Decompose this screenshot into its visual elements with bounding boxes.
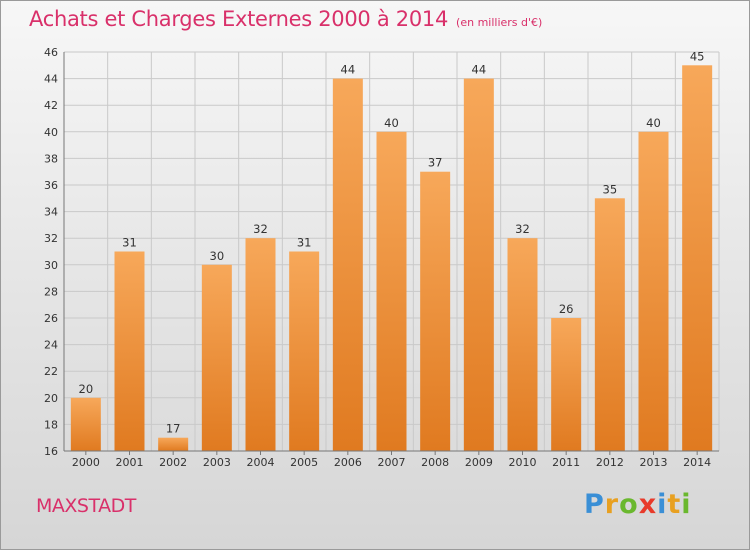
bar-value-label: 32 [515,222,530,236]
bar [507,238,538,451]
bars [70,65,713,452]
x-tick-label: 2002 [159,456,187,469]
chart-title: Achats et Charges Externes 2000 à 2014 (e… [29,7,543,31]
y-tick-label: 26 [44,312,58,325]
bar [594,198,625,451]
bar-value-label: 20 [79,382,94,396]
bar [551,318,582,451]
y-tick-label: 24 [44,339,58,352]
y-tick-label: 42 [44,99,58,112]
y-tick-label: 38 [44,152,58,165]
y-tick-label: 30 [44,259,58,272]
bar [70,397,101,451]
bar-value-label: 40 [646,116,661,130]
bar-value-label: 45 [690,49,705,63]
bar-value-label: 35 [603,182,618,196]
bar [376,131,407,452]
town-name: MAXSTADT [36,495,136,517]
x-tick-label: 2003 [203,456,231,469]
x-tick-label: 2001 [116,456,144,469]
x-tick-label: 2009 [465,456,493,469]
bar-value-label: 26 [559,302,574,316]
y-tick-label: 32 [44,232,58,245]
x-tick-label: 2012 [596,456,624,469]
chart-subtitle: (en milliers d'€) [456,16,543,29]
bar-value-label: 17 [166,422,181,436]
x-tick-label: 2004 [247,456,275,469]
y-tick-label: 28 [44,285,58,298]
logo-letter: o [619,489,639,520]
x-tick-label: 2008 [421,456,449,469]
bar [158,437,189,451]
bar-value-label: 31 [122,236,137,250]
logo-letter: i [657,489,668,520]
y-tick-label: 34 [44,206,58,219]
bar [332,78,363,451]
logo-letter: i [681,489,692,520]
labels: 16 18 20 22 24 26 28 30 32 34 36 38 40 42 44 46 20 2000 31… [44,46,711,469]
bar-value-label: 40 [384,116,399,130]
bar-value-label: 44 [341,63,356,77]
proxiti-logo: Proxiti [584,489,692,520]
y-tick-label: 22 [44,365,58,378]
bar [420,171,451,451]
bar [638,131,669,452]
logo-letter: r [604,489,620,520]
logo-letter: t [667,489,682,520]
x-tick-label: 2007 [378,456,406,469]
bar-value-label: 37 [428,156,443,170]
y-tick-label: 18 [44,418,58,431]
logo-letter: P [584,489,605,520]
x-tick-label: 2010 [509,456,537,469]
logo-letter: x [638,489,658,520]
bar [289,251,320,451]
bar [201,264,232,451]
y-tick-label: 36 [44,179,58,192]
x-tick-label: 2013 [640,456,668,469]
x-tick-label: 2005 [290,456,318,469]
axes [63,52,719,455]
y-tick-label: 16 [44,445,58,458]
bar [682,65,713,452]
bar-value-label: 44 [472,63,487,77]
bar-value-label: 32 [253,222,268,236]
y-tick-label: 20 [44,392,58,405]
bar [114,251,145,451]
x-tick-label: 2011 [552,456,580,469]
bar-value-label: 31 [297,236,312,250]
bar [463,78,494,451]
bar [245,238,276,451]
x-tick-label: 2000 [72,456,100,469]
y-tick-label: 46 [44,46,58,59]
y-tick-label: 40 [44,126,58,139]
x-tick-label: 2014 [683,456,711,469]
bar-value-label: 30 [210,249,225,263]
x-tick-label: 2006 [334,456,362,469]
y-tick-label: 44 [44,73,58,86]
